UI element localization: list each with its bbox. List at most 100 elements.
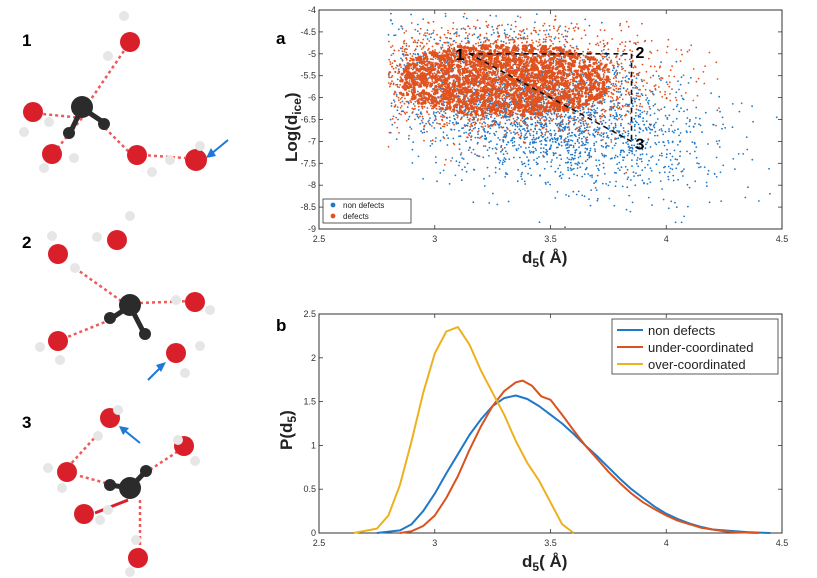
scatter-point [602, 133, 605, 136]
scatter-point [397, 28, 400, 31]
scatter-point [634, 137, 637, 140]
scatter-point [619, 24, 621, 27]
scatter-point [636, 147, 638, 149]
scatter-point [534, 29, 537, 32]
scatter-point [608, 71, 611, 73]
scatter-point [633, 97, 635, 100]
scatter-point [551, 141, 554, 143]
scatter-point [620, 80, 623, 82]
scatter-point [687, 82, 690, 84]
scatter-point [473, 88, 476, 91]
scatter-point [545, 144, 548, 146]
scatter-point [715, 61, 718, 64]
scatter-point [587, 84, 590, 86]
scatter-point [512, 136, 515, 139]
scatter-point [530, 117, 532, 119]
scatter-point [414, 105, 416, 107]
scatter-point [435, 161, 437, 164]
scatter-point [615, 115, 618, 118]
scatter-point [544, 134, 546, 136]
scatter-point [443, 101, 446, 104]
scatter-point [675, 48, 678, 51]
scatter-point [642, 120, 644, 122]
scatter-point [486, 109, 489, 112]
scatter-point [501, 24, 503, 27]
scatter-point [606, 134, 609, 137]
scatter-point [588, 152, 591, 155]
scatter-point [397, 118, 399, 121]
scatter-point [625, 208, 628, 211]
scatter-point [490, 114, 493, 116]
scatter-point [609, 115, 612, 118]
scatter-point [575, 193, 578, 196]
scatter-point [438, 51, 441, 54]
scatter-point [407, 118, 410, 121]
scatter-point [671, 163, 673, 166]
scatter-point [540, 58, 542, 61]
scatter-point [414, 41, 417, 43]
scatter-point [595, 61, 598, 64]
scatter-point [403, 50, 406, 53]
scatter-point [597, 44, 600, 47]
scatter-point [663, 171, 666, 174]
scatter-point [495, 148, 498, 151]
scatter-point [610, 105, 613, 108]
scatter-point [570, 22, 573, 25]
scatter-point [613, 85, 616, 88]
chart-a: a 1 23 2.5 3 3.5 4 4.5-4-4.5-5-5.5-6-6.5-7-7.… [276, 5, 788, 270]
scatter-point [641, 63, 644, 66]
scatter-point [499, 84, 502, 86]
scatter-point [604, 142, 607, 145]
scatter-point [613, 103, 615, 105]
scatter-point [602, 114, 605, 117]
scatter-point [471, 119, 474, 121]
scatter-point [574, 157, 576, 160]
scatter-point [540, 151, 542, 154]
scatter-point [635, 43, 637, 46]
scatter-point [430, 61, 433, 64]
scatter-point [557, 113, 559, 115]
scatter-point [455, 121, 458, 123]
scatter-point [637, 109, 640, 111]
scatter-point [438, 105, 441, 108]
scatter-point [497, 68, 500, 71]
scatter-point [605, 86, 608, 88]
scatter-point [596, 133, 599, 136]
scatter-point [646, 183, 649, 185]
scatter-point [662, 124, 665, 127]
scatter-point [584, 160, 587, 163]
scatter-point [535, 13, 538, 16]
scatter-point [559, 76, 561, 79]
scatter-point [666, 116, 669, 119]
scatter-point [498, 126, 501, 129]
scatter-point [577, 130, 579, 133]
scatter-point [505, 135, 508, 137]
scatter-point [572, 111, 574, 114]
scatter-point [544, 131, 547, 134]
scatter-point [618, 72, 621, 74]
scatter-point [427, 21, 429, 24]
scatter-point [653, 123, 656, 126]
scatter-point [579, 122, 582, 124]
scatter-point [474, 153, 476, 156]
scatter-point [495, 152, 497, 155]
scatter-point [647, 138, 650, 141]
scatter-point [595, 43, 597, 46]
scatter-point [556, 115, 559, 118]
scatter-point [626, 168, 629, 171]
scatter-point [588, 155, 591, 158]
scatter-point [419, 45, 422, 47]
scatter-point [490, 33, 493, 36]
scatter-point [422, 117, 424, 120]
scatter-point [628, 103, 631, 106]
scatter-point [429, 58, 432, 60]
scatter-point [661, 130, 663, 132]
scatter-point [483, 118, 485, 121]
scatter-point [521, 163, 524, 166]
scatter-point [671, 168, 674, 171]
scatter-point [634, 114, 637, 117]
scatter-point [438, 112, 441, 114]
scatter-point [660, 79, 662, 81]
scatter-point [443, 76, 446, 79]
scatter-point [674, 221, 677, 224]
